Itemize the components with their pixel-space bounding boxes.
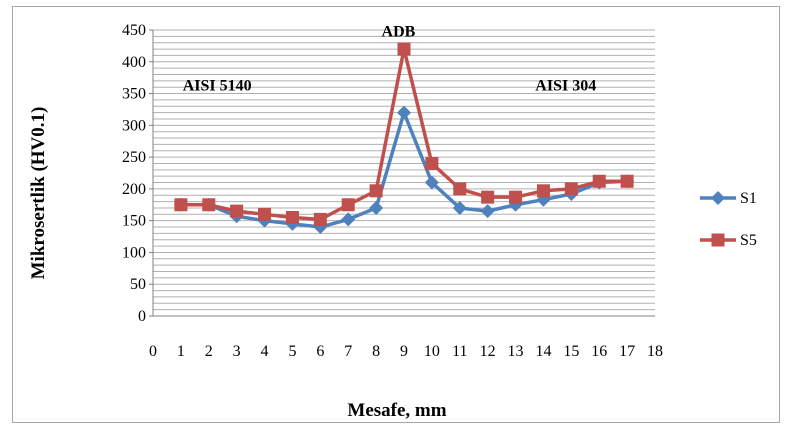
x-tick-label: 13: [508, 343, 524, 360]
data-point: [425, 156, 439, 170]
y-axis-title: Mikrosertlik (HV0.1): [28, 107, 49, 280]
data-point: [452, 200, 467, 215]
legend-marker: [711, 233, 725, 247]
y-tick-label: 50: [130, 276, 146, 293]
plot-background: [153, 30, 655, 316]
data-point: [230, 204, 244, 218]
annotation-label: AISI 304: [535, 77, 596, 94]
data-point: [313, 212, 327, 226]
x-tick-label: 14: [535, 343, 551, 360]
legend-label: S1: [740, 190, 757, 207]
y-tick-label: 0: [138, 308, 146, 325]
legend: S1 S5: [700, 190, 757, 249]
annotation-label: ADB: [382, 23, 416, 40]
data-point: [397, 105, 411, 120]
series-group: [173, 42, 635, 235]
x-tick-label: 3: [233, 343, 241, 360]
y-tick-labels: 0 50 100 150 200 250 300 350 400 450: [122, 22, 153, 325]
x-tick-label: 1: [177, 343, 185, 360]
data-point: [285, 210, 299, 224]
x-tick-label: 0: [149, 343, 157, 360]
legend-entry: S1: [700, 190, 757, 207]
data-point: [592, 174, 606, 188]
data-point: [480, 204, 495, 219]
data-point: [202, 198, 216, 212]
plot-area: [153, 30, 655, 316]
x-tick-label: 5: [288, 343, 296, 360]
y-tick-label: 400: [122, 54, 146, 71]
legend-entry: S5: [700, 232, 757, 249]
data-point: [397, 42, 411, 56]
x-tick-label: 6: [316, 343, 324, 360]
data-point: [453, 182, 467, 196]
data-point: [341, 212, 356, 227]
y-tick-label: 350: [122, 86, 146, 103]
y-tick-label: 100: [122, 244, 146, 261]
data-point: [424, 175, 439, 190]
annotations: AISI 5140 ADB AISI 304: [183, 23, 597, 94]
y-tick-label: 200: [122, 181, 146, 198]
y-tick-label: 300: [122, 117, 146, 134]
x-tick-label: 8: [372, 343, 380, 360]
x-axis-title: Mesafe, mm: [347, 400, 446, 421]
series-S5: [174, 42, 634, 226]
data-point: [341, 198, 355, 212]
annotation-label: AISI 5140: [183, 77, 252, 94]
data-point: [481, 190, 495, 204]
data-point: [369, 184, 383, 198]
data-point: [620, 174, 634, 188]
data-point: [369, 200, 384, 215]
legend-label: S5: [740, 232, 757, 249]
y-tick-label: 250: [122, 149, 146, 166]
data-point: [564, 182, 578, 196]
y-tick-label: 150: [122, 213, 146, 230]
data-point: [536, 184, 550, 198]
data-point: [174, 198, 188, 212]
legend-marker: [711, 191, 725, 205]
data-point: [509, 190, 523, 204]
x-tick-label: 16: [591, 343, 607, 360]
x-tick-label: 18: [647, 343, 663, 360]
data-point: [258, 207, 272, 221]
x-tick-label: 9: [400, 343, 408, 360]
x-tick-label: 11: [452, 343, 467, 360]
x-tick-label: 2: [205, 343, 213, 360]
axes: [152, 30, 655, 317]
y-tick-label: 450: [122, 22, 146, 39]
x-tick-label: 12: [480, 343, 496, 360]
x-tick-label: 7: [344, 343, 352, 360]
x-tick-label: 15: [563, 343, 579, 360]
x-tick-label: 4: [261, 343, 269, 360]
x-tick-labels: 0 1 2 3 4 5 6 7 8 9 10 11 12 13 14 15 16 17 18: [149, 343, 663, 360]
x-tick-label: 10: [424, 343, 440, 360]
x-tick-label: 17: [619, 343, 635, 360]
